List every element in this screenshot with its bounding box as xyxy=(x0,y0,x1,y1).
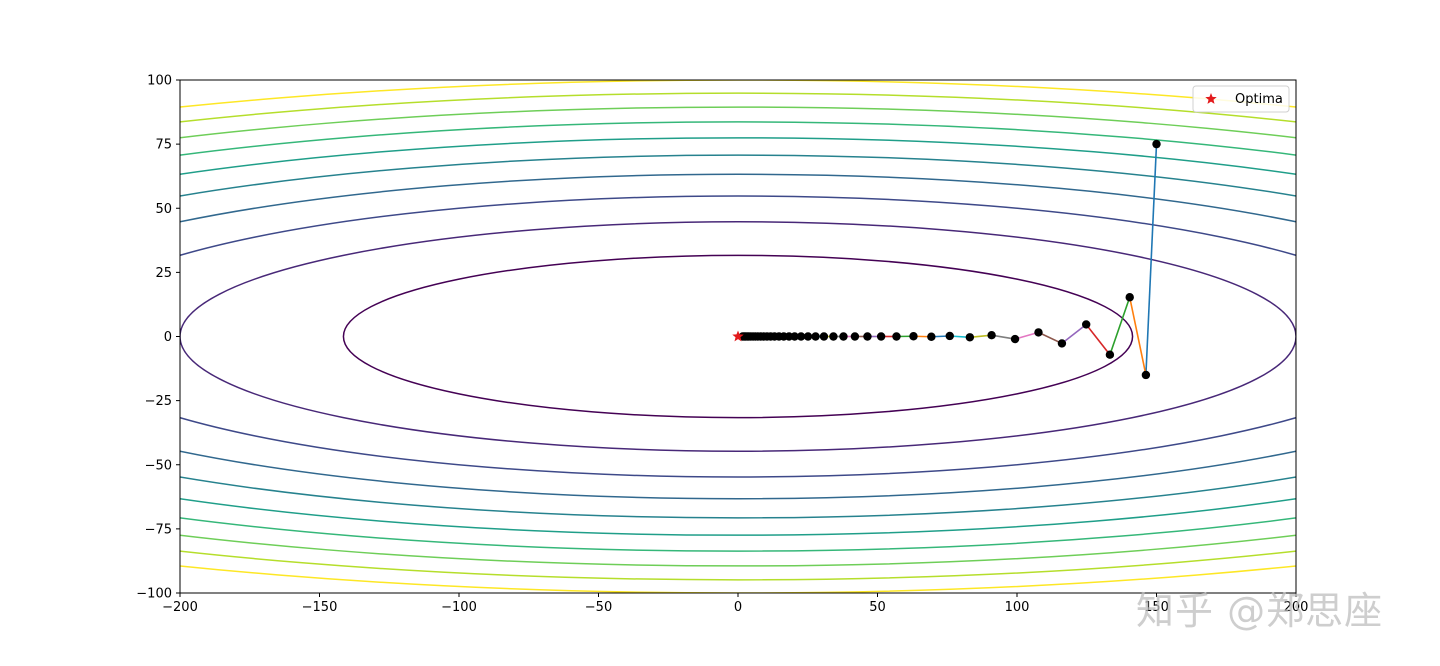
contour-level-1 xyxy=(342,254,1134,419)
path-point xyxy=(839,332,848,341)
path-point xyxy=(1034,328,1043,337)
y-tick-label: 50 xyxy=(155,202,172,217)
path-segment xyxy=(1061,323,1087,345)
path-point xyxy=(909,332,918,341)
x-axis: −200 −150 −100 −50 0 50 100 150 200 xyxy=(162,593,1308,615)
contour-level-3 xyxy=(180,195,1296,478)
path-segment xyxy=(1085,323,1111,356)
x-tick-label: 50 xyxy=(869,600,886,615)
x-tick-label: 0 xyxy=(734,600,742,615)
y-tick-label: −25 xyxy=(145,394,172,409)
path-point xyxy=(892,332,901,341)
x-tick-label: −50 xyxy=(585,600,612,615)
contour-level-6 xyxy=(180,137,1296,536)
path-point xyxy=(1152,139,1161,149)
contour-level-7 xyxy=(180,121,1296,552)
legend: Optima xyxy=(1192,85,1290,113)
contour-lines xyxy=(180,80,1296,593)
path-point xyxy=(811,332,820,341)
y-tick-label: 0 xyxy=(164,330,172,345)
y-tick-label: 25 xyxy=(155,266,172,281)
contour-level-9 xyxy=(180,92,1296,581)
path-point xyxy=(850,332,860,341)
legend-box xyxy=(1192,85,1290,113)
path-segment xyxy=(1128,297,1147,376)
x-tick-label: −200 xyxy=(162,600,198,615)
path-point xyxy=(945,331,954,341)
contour-level-2 xyxy=(180,221,1296,452)
contour-level-5 xyxy=(180,154,1296,519)
path-point xyxy=(803,332,813,341)
path-point xyxy=(863,332,872,341)
path-point xyxy=(1081,320,1091,329)
path-point xyxy=(1125,293,1134,302)
contour-level-4 xyxy=(180,173,1296,500)
path-point xyxy=(1057,339,1067,348)
y-axis: −100 −75 −50 −25 0 25 50 75 100 xyxy=(136,74,180,602)
path-point xyxy=(829,332,838,341)
path-segment xyxy=(1109,296,1131,355)
path-segment xyxy=(1038,331,1063,345)
path-point xyxy=(1141,370,1151,380)
path-point xyxy=(819,332,829,341)
y-tick-label: −75 xyxy=(145,522,172,537)
x-tick-label: −100 xyxy=(441,600,477,615)
path-segment xyxy=(1145,144,1158,376)
path-point xyxy=(1105,350,1115,359)
optimizer-path-markers xyxy=(738,139,1161,380)
watermark: 知乎 @郑思座 xyxy=(1136,589,1384,633)
path-point xyxy=(927,332,936,341)
contour-level-8 xyxy=(180,106,1296,567)
path-point xyxy=(796,332,806,341)
y-tick-label: 75 xyxy=(155,138,172,153)
optima-star xyxy=(732,330,744,342)
x-tick-label: 150 xyxy=(1144,600,1169,615)
legend-star-icon xyxy=(1205,93,1217,104)
x-tick-label: 100 xyxy=(1005,600,1030,615)
path-point xyxy=(876,332,886,341)
path-point xyxy=(965,333,975,342)
y-tick-label: −50 xyxy=(145,458,172,473)
legend-label-optima: Optima xyxy=(1235,92,1283,107)
x-tick-label: −150 xyxy=(302,600,338,615)
optima-marker xyxy=(732,330,744,342)
y-tick-label: 100 xyxy=(147,74,172,89)
x-tick-label: 200 xyxy=(1284,600,1309,615)
y-tick-label: −100 xyxy=(136,587,172,602)
path-point xyxy=(987,331,996,340)
path-point xyxy=(1010,334,1020,344)
